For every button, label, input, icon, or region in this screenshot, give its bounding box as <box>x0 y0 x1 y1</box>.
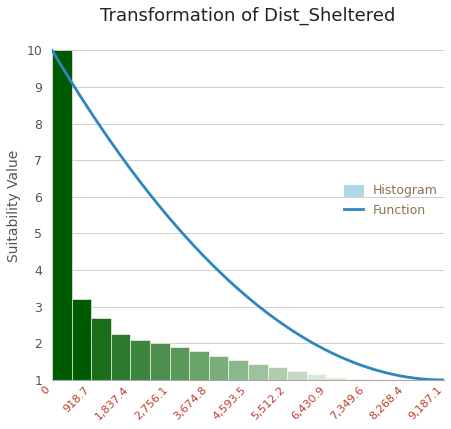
Bar <box>189 350 209 380</box>
Title: Transformation of Dist_Sheltered: Transformation of Dist_Sheltered <box>101 7 396 25</box>
Bar <box>327 377 346 380</box>
Bar <box>91 318 111 380</box>
Bar <box>72 299 91 380</box>
Bar <box>209 356 229 380</box>
Bar <box>111 334 130 380</box>
Bar <box>366 379 385 380</box>
Bar <box>130 340 150 380</box>
Bar <box>346 378 366 380</box>
Bar <box>307 375 327 380</box>
Bar <box>229 360 248 380</box>
Y-axis label: Suitability Value: Suitability Value <box>7 150 21 262</box>
Bar <box>52 50 72 380</box>
Bar <box>268 367 287 380</box>
Bar <box>170 347 189 380</box>
Bar <box>150 343 170 380</box>
Bar <box>248 363 268 380</box>
Bar <box>287 371 307 380</box>
Legend: Histogram, Function: Histogram, Function <box>344 184 438 217</box>
